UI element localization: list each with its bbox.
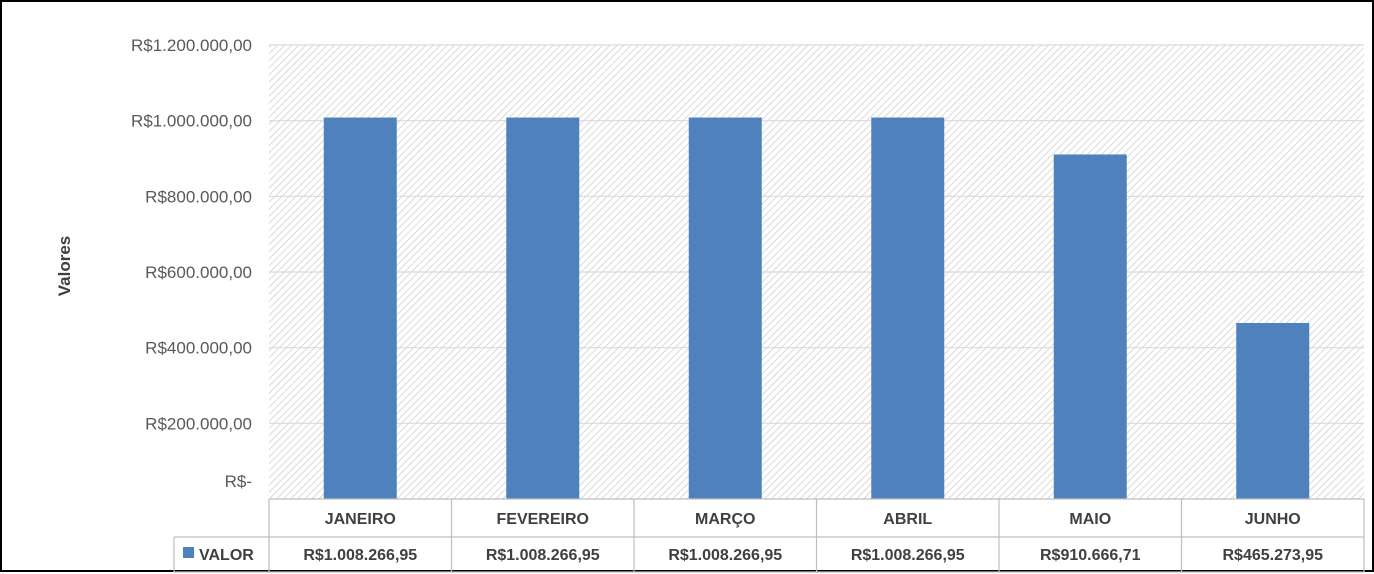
y-tick-label: R$200.000,00 <box>145 414 252 433</box>
legend-swatch <box>183 547 194 558</box>
y-tick-label: R$600.000,00 <box>145 263 252 282</box>
x-category-label: JUNHO <box>1245 511 1301 528</box>
y-tick-label: R$1.200.000,00 <box>131 36 252 55</box>
y-tick-label: R$400.000,00 <box>145 339 252 358</box>
bar <box>871 117 945 499</box>
bar <box>1236 322 1310 499</box>
y-tick-label: R$- <box>225 472 252 491</box>
data-table-value: R$1.008.266,95 <box>486 547 600 564</box>
data-table-value: R$910.666,71 <box>1040 547 1141 564</box>
y-axis-ticks: R$- R$200.000,00 R$400.000,00 R$600.000,00 R… <box>131 36 252 491</box>
data-table: JANEIRO R$1.008.266,95 FEVEREIRO R$1.008.26… <box>173 498 1365 573</box>
bar <box>688 117 762 499</box>
legend-label: VALOR <box>199 547 254 564</box>
bars <box>323 117 1310 500</box>
x-category-label: MARÇO <box>695 511 755 528</box>
x-category-label: ABRIL <box>883 511 932 528</box>
y-tick-label: R$800.000,00 <box>145 187 252 206</box>
gridlines <box>269 44 1364 424</box>
data-table-value: R$1.008.266,95 <box>668 547 782 564</box>
x-category-label: FEVEREIRO <box>497 511 589 528</box>
bar <box>506 117 580 499</box>
x-category-label: JANEIRO <box>325 511 396 528</box>
y-axis-label: Valores <box>55 236 74 297</box>
x-category-label: MAIO <box>1069 511 1111 528</box>
bar <box>323 117 397 499</box>
y-tick-label: R$1.000.000,00 <box>131 112 252 131</box>
data-table-value: R$1.008.266,95 <box>303 547 417 564</box>
bar <box>1053 154 1127 500</box>
data-table-value: R$465.273,95 <box>1222 547 1323 564</box>
data-table-value: R$1.008.266,95 <box>851 547 965 564</box>
